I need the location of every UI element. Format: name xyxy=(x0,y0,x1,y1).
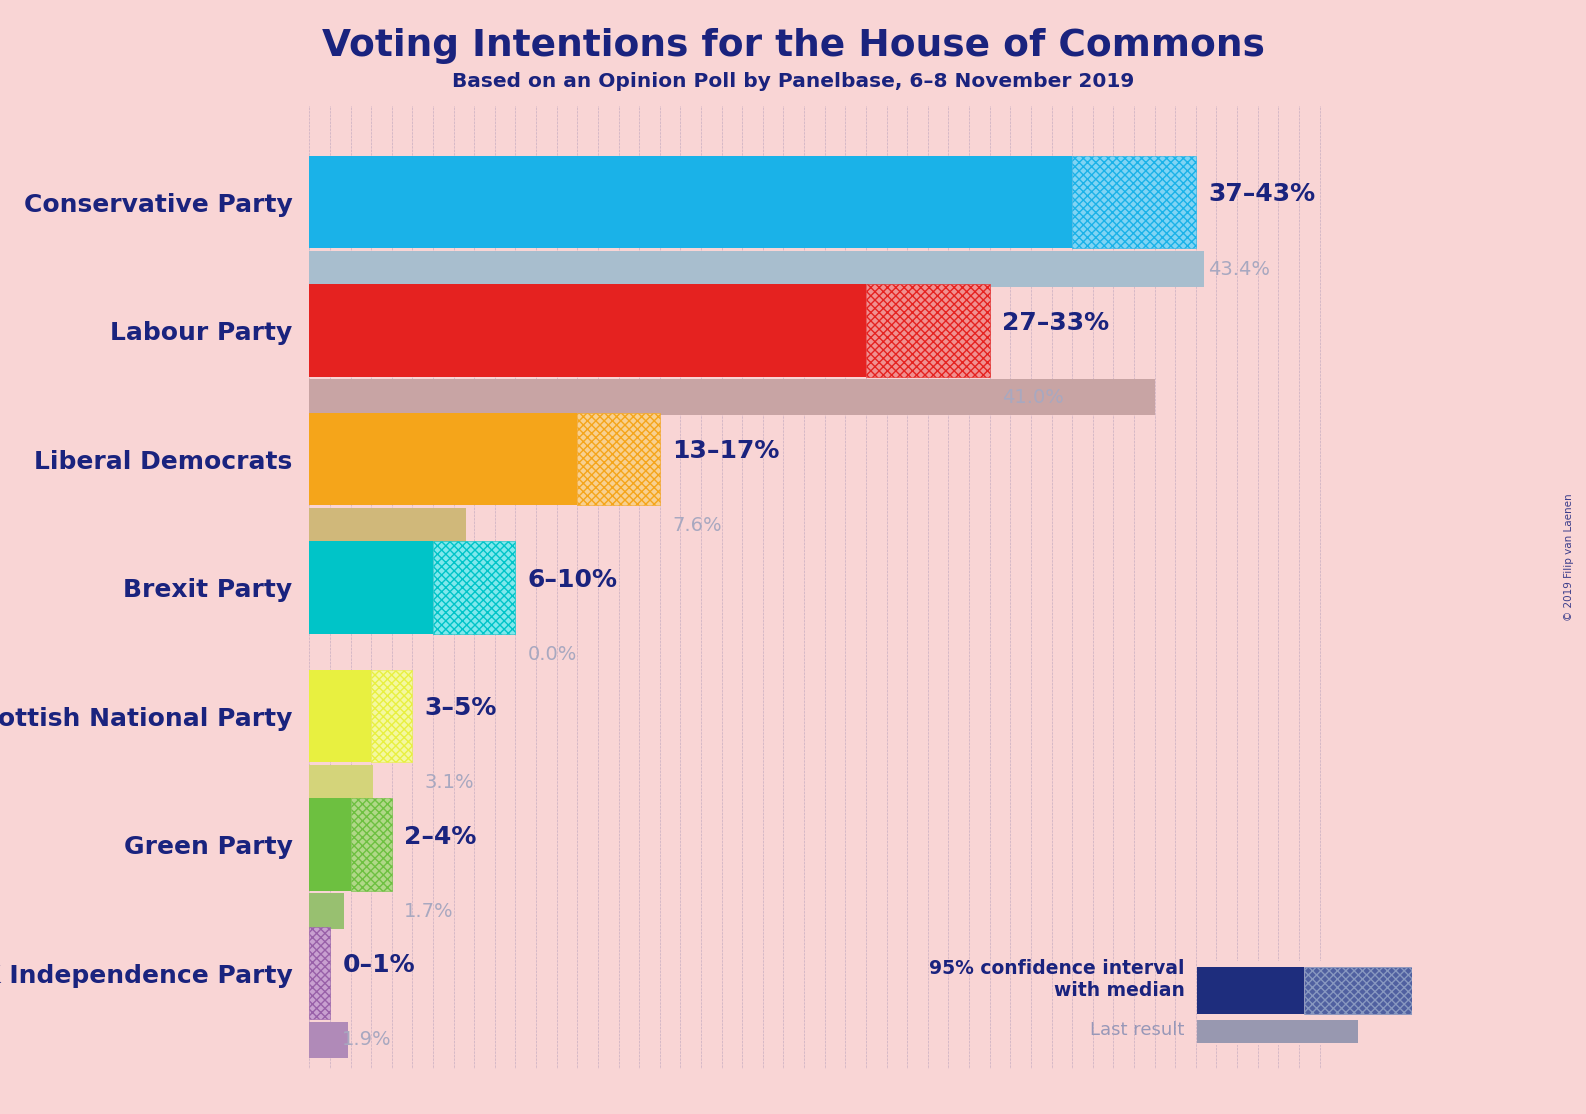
Text: 13–17%: 13–17% xyxy=(672,439,780,463)
Bar xyxy=(309,284,866,377)
Bar xyxy=(309,508,466,544)
Text: 27–33%: 27–33% xyxy=(1002,311,1109,335)
Bar xyxy=(1197,1020,1358,1043)
Bar xyxy=(309,799,351,891)
Bar xyxy=(433,541,515,634)
Bar xyxy=(309,1022,349,1058)
Text: 43.4%: 43.4% xyxy=(1209,260,1270,278)
Text: 0.0%: 0.0% xyxy=(528,645,577,664)
Text: 1.7%: 1.7% xyxy=(404,902,454,921)
Text: 1.9%: 1.9% xyxy=(343,1030,392,1049)
Bar xyxy=(309,765,373,801)
Bar xyxy=(309,156,1072,248)
Text: 6–10%: 6–10% xyxy=(528,568,619,592)
Text: 41.0%: 41.0% xyxy=(1002,388,1064,407)
Text: © 2019 Filip van Laenen: © 2019 Filip van Laenen xyxy=(1564,494,1573,620)
Bar xyxy=(309,927,330,1019)
Bar xyxy=(309,413,577,506)
Text: 37–43%: 37–43% xyxy=(1209,183,1315,206)
Text: Based on an Opinion Poll by Panelbase, 6–8 November 2019: Based on an Opinion Poll by Panelbase, 6… xyxy=(452,72,1134,91)
Bar xyxy=(1305,967,1412,1014)
Bar xyxy=(371,670,412,762)
Text: 3.1%: 3.1% xyxy=(425,773,474,792)
Text: Last result: Last result xyxy=(1090,1020,1185,1039)
Text: 3–5%: 3–5% xyxy=(425,696,496,721)
Bar xyxy=(309,541,433,634)
Text: Voting Intentions for the House of Commons: Voting Intentions for the House of Commo… xyxy=(322,28,1264,63)
Text: 95% confidence interval
with median: 95% confidence interval with median xyxy=(929,959,1185,1000)
Bar xyxy=(866,284,990,377)
Bar xyxy=(309,893,344,929)
Bar xyxy=(1197,967,1305,1014)
Bar xyxy=(1072,156,1196,248)
Bar xyxy=(351,799,392,891)
Bar xyxy=(309,380,1155,416)
Text: 0–1%: 0–1% xyxy=(343,954,416,977)
Bar xyxy=(309,251,1204,287)
Text: 7.6%: 7.6% xyxy=(672,517,722,536)
Text: 2–4%: 2–4% xyxy=(404,824,476,849)
Bar xyxy=(577,413,660,506)
Bar xyxy=(309,670,371,762)
